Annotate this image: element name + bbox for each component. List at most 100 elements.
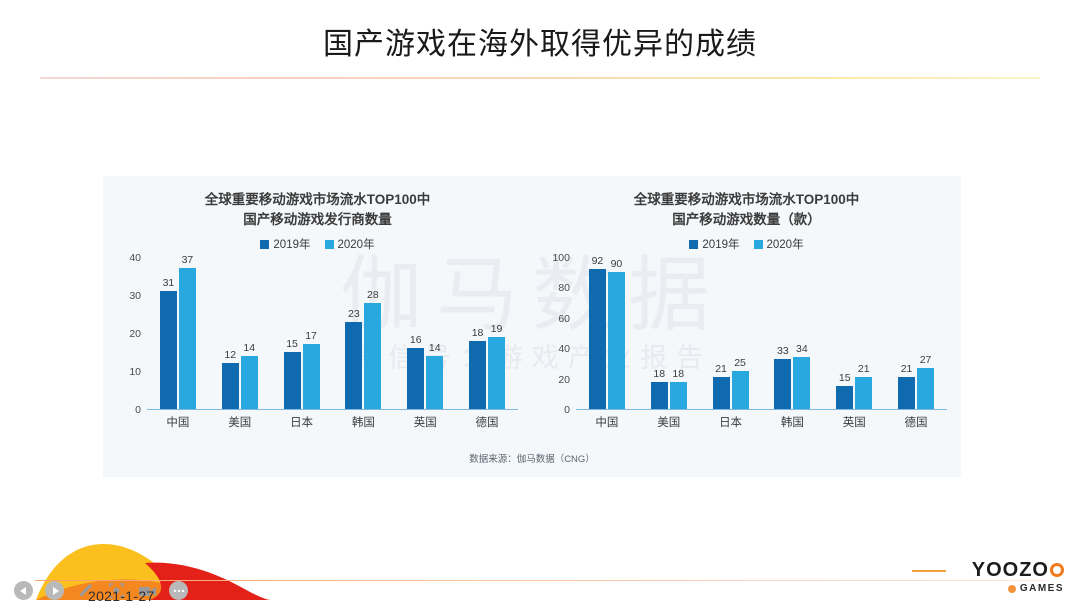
bar <box>364 302 382 409</box>
legend-label: 2020年 <box>766 239 804 251</box>
bar <box>669 381 687 409</box>
brand-logo: YOOZO GAMES <box>912 559 1064 594</box>
legend-label: 2019年 <box>273 239 311 251</box>
y-axis-tick-label: 40 <box>129 252 141 264</box>
record-video-icon[interactable] <box>138 581 157 600</box>
y-axis: 0 20 40 60 80 100 <box>532 252 576 416</box>
bar-wrapper: 23 <box>345 258 363 409</box>
bar-value-label: 31 <box>162 277 175 290</box>
legend-swatch-icon <box>753 239 763 249</box>
y-axis-tick-label: 0 <box>135 404 141 416</box>
chart-plot-area: 0 10 20 30 40 31 37 12 14 15 17 23 28 16 14 18 19 <box>103 252 532 416</box>
bar-value-label: 25 <box>734 357 746 369</box>
bar <box>283 352 301 409</box>
chart-title-line-2: 国产移动游戏数量（款） <box>672 211 821 227</box>
x-axis-category-label: 韩国 <box>351 417 375 429</box>
y-axis-tick-label: 10 <box>129 366 141 378</box>
x-axis-category-label: 日本 <box>290 417 314 429</box>
y-axis-tick-label: 80 <box>558 282 570 295</box>
bar-group: 21 27 <box>898 258 935 409</box>
page-title: 国产游戏在海外取得优异的成绩 <box>323 28 757 61</box>
bar-value-label: 17 <box>305 330 317 343</box>
bar-group: 18 18 <box>650 258 687 409</box>
legend-item-2019: 2019年 <box>689 236 740 252</box>
y-axis-tick-label: 20 <box>558 373 570 386</box>
legend-item-2019: 2019年 <box>260 236 311 252</box>
bar-wrapper: 19 <box>488 258 506 409</box>
bar-value-label: 92 <box>591 255 604 268</box>
bar-wrapper: 15 <box>836 258 854 409</box>
bar-value-label: 21 <box>715 363 727 376</box>
bar-value-label: 12 <box>224 349 237 362</box>
slide-toolbar[interactable] <box>14 581 188 600</box>
legend-item-2020: 2020年 <box>324 236 375 252</box>
footer-divider <box>35 580 1045 581</box>
bar-group: 16 14 <box>407 258 444 409</box>
bar-value-label: 90 <box>610 258 623 271</box>
chart-title: 全球重要移动游戏市场流水TOP100中 国产移动游戏发行商数量 <box>117 190 518 229</box>
x-axis-category-label: 中国 <box>166 417 190 429</box>
x-axis-category-label: 德国 <box>475 417 499 429</box>
bar-wrapper: 92 <box>588 255 606 409</box>
bar-value-label: 27 <box>919 353 932 366</box>
chart-legend: 2019年 2020年 <box>532 236 961 252</box>
bar-wrapper: 14 <box>240 258 258 409</box>
bar-group: 18 19 <box>469 258 506 409</box>
bar <box>898 377 916 409</box>
bar-group: 15 21 <box>836 258 873 409</box>
chart-title-line-2: 国产移动游戏发行商数量 <box>243 211 392 227</box>
bar-wrapper: 18 <box>669 258 687 409</box>
bar <box>793 357 811 409</box>
bar <box>712 377 730 409</box>
bar-value-label: 18 <box>672 367 685 380</box>
bar-value-label: 21 <box>900 363 913 376</box>
bar <box>731 371 749 409</box>
x-axis-labels: 中国 美国 日本 韩国 英国 德国 <box>576 414 947 430</box>
screenshot-icon[interactable] <box>107 581 126 600</box>
x-axis-labels: 中国 美国 日本 韩国 英国 德国 <box>147 414 518 430</box>
chart-title: 全球重要移动游戏市场流水TOP100中 国产移动游戏数量（款） <box>546 190 947 229</box>
bar-wrapper: 12 <box>221 258 239 409</box>
x-axis-category-label: 韩国 <box>780 417 804 429</box>
y-axis: 0 10 20 30 40 <box>103 252 147 416</box>
bar-wrapper: 18 <box>650 258 668 409</box>
chart-title-line-1: 全球重要移动游戏市场流水TOP100中 <box>633 192 860 207</box>
bar-wrapper: 18 <box>469 258 487 409</box>
chart-source-note: 数据来源：伽马数据（CNG） <box>469 454 595 465</box>
bar <box>407 348 425 409</box>
x-axis-category-label: 日本 <box>719 417 743 429</box>
bar-value-label: 15 <box>838 372 851 385</box>
logo-sub-text: GAMES <box>1019 583 1064 594</box>
logo-word-text: YOOZO <box>971 559 1049 581</box>
bar-wrapper: 33 <box>774 258 792 409</box>
prev-slide-button[interactable] <box>14 581 33 600</box>
legend-swatch-icon <box>689 239 699 249</box>
x-axis-category-label: 德国 <box>904 417 928 429</box>
bar-wrapper: 28 <box>364 258 382 409</box>
bar-wrapper: 21 <box>898 258 916 409</box>
pen-tool-icon[interactable] <box>76 581 95 600</box>
bar <box>178 268 196 409</box>
chart-legend: 2019年 2020年 <box>103 236 532 252</box>
chart-games: 全球重要移动游戏市场流水TOP100中 国产移动游戏数量（款） 2019年 20… <box>532 176 961 477</box>
bar-groups: 31 37 12 14 15 17 23 28 16 14 18 19 <box>147 254 518 409</box>
bar-value-label: 16 <box>409 334 422 347</box>
bar <box>302 344 320 409</box>
bar-wrapper: 25 <box>731 258 749 409</box>
bar <box>650 381 668 409</box>
bar-group: 21 25 <box>712 258 749 409</box>
legend-label: 2019年 <box>702 239 740 251</box>
y-axis-tick-label: 20 <box>129 328 141 340</box>
bar <box>488 336 506 409</box>
bar-wrapper: 37 <box>178 254 196 409</box>
bar-value-label: 28 <box>367 288 379 301</box>
more-options-button[interactable] <box>169 581 188 600</box>
play-button[interactable] <box>45 581 64 600</box>
bar-wrapper: 21 <box>855 258 873 409</box>
x-axis-line <box>576 409 947 410</box>
bar-value-label: 19 <box>490 322 503 335</box>
bar-group: 31 37 <box>159 254 196 409</box>
x-axis-category-label: 美国 <box>228 417 252 429</box>
bar-group: 12 14 <box>221 258 258 409</box>
slide-date: 2021-1-27 <box>88 588 155 604</box>
